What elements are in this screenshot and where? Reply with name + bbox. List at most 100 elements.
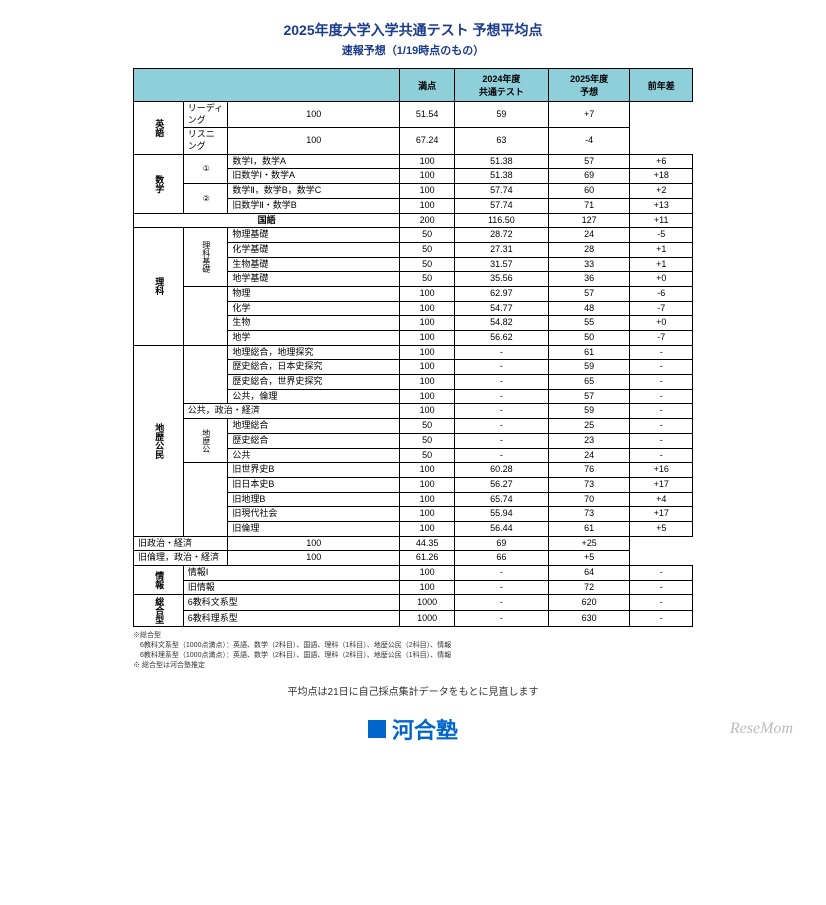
data-cell: 100 — [400, 316, 455, 331]
data-cell: 100 — [400, 286, 455, 301]
logo-text: 河合塾 — [392, 713, 458, 745]
data-cell: 28 — [548, 242, 630, 257]
data-cell: - — [630, 389, 693, 404]
table-row: 理科理科基礎物理基礎5028.7224-5 — [134, 228, 693, 243]
subject-cell: 公共 — [228, 448, 400, 463]
data-cell: +18 — [630, 169, 693, 184]
data-cell: 127 — [548, 213, 630, 228]
data-cell: 57.74 — [454, 184, 548, 199]
col-full: 満点 — [400, 69, 455, 102]
data-cell: 100 — [400, 375, 455, 390]
subject-cell: 旧数学Ⅱ・数学B — [228, 198, 400, 213]
data-cell: 100 — [400, 566, 455, 581]
data-cell: 24 — [548, 448, 630, 463]
data-cell: +11 — [630, 213, 693, 228]
subject-cell: 旧倫理 — [228, 521, 400, 536]
table-row: 旧世界史B10060.2876+16 — [134, 463, 693, 478]
data-cell: - — [454, 595, 548, 611]
data-cell: 50 — [400, 242, 455, 257]
data-cell: 70 — [548, 492, 630, 507]
subject-cell: 地学基礎 — [228, 272, 400, 287]
subcategory-cell: 地歴公 — [183, 419, 228, 463]
data-cell: 59 — [548, 404, 630, 419]
data-cell: 100 — [400, 360, 455, 375]
data-cell: -7 — [630, 301, 693, 316]
data-cell: 71 — [548, 198, 630, 213]
data-cell: - — [454, 375, 548, 390]
subject-cell: 旧日本史B — [228, 477, 400, 492]
subject-cell: 物理基礎 — [228, 228, 400, 243]
data-cell: - — [630, 580, 693, 595]
data-cell: - — [630, 404, 693, 419]
table-row: 物理10062.9757-6 — [134, 286, 693, 301]
data-cell: - — [454, 580, 548, 595]
subject-cell: 化学基礎 — [228, 242, 400, 257]
subject-cell: 歴史総合，世界史探究 — [228, 375, 400, 390]
data-cell: -5 — [630, 228, 693, 243]
data-cell: - — [630, 360, 693, 375]
data-cell: 61 — [548, 521, 630, 536]
category-cell: 情報 — [134, 566, 184, 595]
note-line: ※総合型 — [133, 631, 693, 641]
data-cell: -7 — [630, 331, 693, 346]
subject-cell: 情報Ⅰ — [183, 566, 399, 581]
data-cell: +4 — [630, 492, 693, 507]
subject-cell: 数学Ⅰ，数学A — [228, 154, 400, 169]
data-cell: +5 — [548, 551, 630, 566]
data-cell: 50 — [400, 419, 455, 434]
col-2025: 2025年度 予想 — [548, 69, 630, 102]
subject-cell: 6教科文系型 — [183, 595, 399, 611]
data-cell: 51.38 — [454, 154, 548, 169]
subject-cell: 旧倫理，政治・経済 — [134, 551, 228, 566]
data-cell: +1 — [630, 257, 693, 272]
data-cell: - — [454, 360, 548, 375]
data-cell: 50 — [400, 228, 455, 243]
subject-cell: 生物基礎 — [228, 257, 400, 272]
data-cell: - — [630, 595, 693, 611]
data-cell: 62.97 — [454, 286, 548, 301]
data-cell: 100 — [400, 580, 455, 595]
data-cell: 27.31 — [454, 242, 548, 257]
data-cell: 55 — [548, 316, 630, 331]
data-cell: 63 — [454, 128, 548, 154]
data-cell: 44.35 — [400, 536, 455, 551]
table-row: 総合型6教科文系型1000-620- — [134, 595, 693, 611]
subject-cell: 国語 — [134, 213, 400, 228]
data-cell: - — [630, 433, 693, 448]
notes: ※総合型 6教科文系型（1000点満点）：英語、数学（2科目）、国語、理科（1科… — [133, 631, 693, 670]
table-row: 公共，政治・経済100-59- — [134, 404, 693, 419]
data-cell: 56.62 — [454, 331, 548, 346]
data-cell: 48 — [548, 301, 630, 316]
data-cell: +16 — [630, 463, 693, 478]
table-row: ②数学Ⅱ，数学B，数学C10057.7460+2 — [134, 184, 693, 199]
data-cell: - — [454, 419, 548, 434]
data-cell: 66 — [454, 551, 548, 566]
category-cell: 地歴公民 — [134, 345, 184, 536]
table-row: 旧情報100-72- — [134, 580, 693, 595]
subcategory-cell — [183, 463, 228, 536]
data-cell: - — [630, 566, 693, 581]
data-cell: 630 — [548, 611, 630, 627]
data-cell: 24 — [548, 228, 630, 243]
data-cell: 51.54 — [400, 102, 455, 128]
subcategory-cell: 理科基礎 — [183, 228, 228, 287]
data-cell: 100 — [400, 345, 455, 360]
data-cell: - — [630, 448, 693, 463]
note-line: 6教科理系型（1000点満点）：英語、数学（2科目）、国語、理科（2科目）、地歴… — [133, 651, 693, 661]
resemom-logo: ReseMom — [730, 720, 793, 738]
data-cell: 116.50 — [454, 213, 548, 228]
category-cell: 総合型 — [134, 595, 184, 627]
table-row: 旧倫理，政治・経済10061.2666+5 — [134, 551, 693, 566]
data-cell: 28.72 — [454, 228, 548, 243]
category-cell: 数学 — [134, 154, 184, 213]
data-cell: - — [630, 345, 693, 360]
subject-cell: 公共，倫理 — [228, 389, 400, 404]
data-cell: 50 — [548, 331, 630, 346]
data-cell: - — [454, 611, 548, 627]
data-cell: +7 — [548, 102, 630, 128]
subcategory-cell — [183, 345, 228, 404]
data-cell: - — [454, 404, 548, 419]
data-cell: 54.77 — [454, 301, 548, 316]
data-cell: 61 — [548, 345, 630, 360]
subject-cell: 地学 — [228, 331, 400, 346]
